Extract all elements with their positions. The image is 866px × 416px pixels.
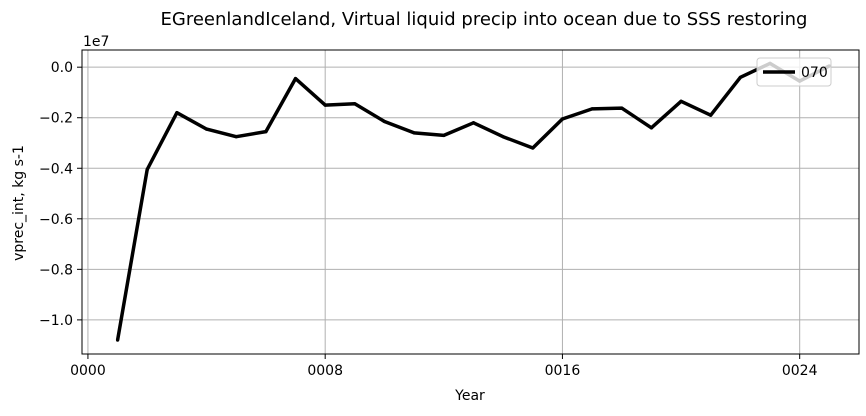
x-axis-label: Year bbox=[454, 388, 485, 404]
data-point bbox=[412, 131, 416, 135]
data-point bbox=[382, 119, 387, 124]
data-point bbox=[204, 127, 209, 131]
data-point bbox=[649, 126, 654, 130]
series-layer bbox=[115, 61, 831, 342]
grid bbox=[82, 50, 859, 354]
data-point bbox=[175, 111, 179, 115]
data-point bbox=[115, 338, 120, 342]
legend: 070 bbox=[756, 57, 832, 87]
legend-label: 070 bbox=[801, 65, 828, 81]
y-axis-label: vprec_int, kg s-1 bbox=[11, 145, 27, 261]
data-point bbox=[293, 76, 298, 81]
y-tick-label: −0.2 bbox=[39, 111, 73, 127]
y-tick-label: −0.6 bbox=[39, 212, 73, 228]
y-offset-label: 1e7 bbox=[83, 34, 109, 50]
data-point bbox=[234, 135, 238, 139]
x-tick-label: 0016 bbox=[545, 363, 581, 379]
data-point bbox=[709, 113, 713, 117]
data-point bbox=[323, 103, 327, 107]
data-point bbox=[738, 75, 742, 79]
series-line-070 bbox=[115, 61, 831, 341]
y-tick-label: −1.0 bbox=[39, 313, 73, 329]
x-tick-label: 0008 bbox=[307, 363, 343, 379]
data-point bbox=[145, 167, 149, 172]
data-point bbox=[620, 106, 624, 110]
x-tick-label: 0000 bbox=[70, 363, 106, 379]
plot-frame bbox=[81, 49, 860, 355]
data-point bbox=[471, 121, 476, 125]
data-point bbox=[679, 99, 683, 103]
data-point bbox=[264, 130, 268, 134]
data-point bbox=[560, 117, 565, 121]
data-point bbox=[531, 146, 535, 150]
data-point bbox=[590, 107, 594, 111]
y-tick-label: −0.8 bbox=[39, 262, 73, 278]
y-tick-label: 0.0 bbox=[51, 60, 73, 76]
data-point bbox=[501, 135, 505, 139]
data-point bbox=[353, 102, 357, 106]
axis-ticks: 0000 0008 0016 0024 0.0 −0.2 −0.4 −0.6 −0.8 −1.0 bbox=[39, 60, 818, 379]
x-tick-label: 0024 bbox=[782, 363, 818, 379]
chart-title: EGreenlandIceland, Virtual liquid precip… bbox=[161, 9, 808, 30]
data-point bbox=[442, 133, 446, 138]
y-tick-label: −0.4 bbox=[39, 161, 73, 177]
